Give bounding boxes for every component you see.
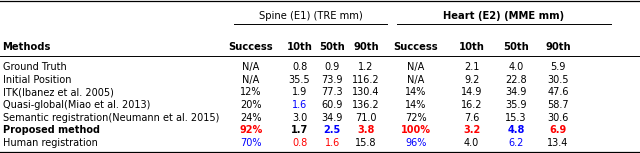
Text: 6.2: 6.2 [508,138,524,148]
Text: 10th: 10th [459,42,484,52]
Text: 60.9: 60.9 [321,100,343,110]
Text: Methods: Methods [3,42,51,52]
Text: N/A: N/A [243,62,259,72]
Text: 100%: 100% [401,125,431,135]
Text: N/A: N/A [243,75,259,85]
Text: 90th: 90th [353,42,379,52]
Text: 35.5: 35.5 [289,75,310,85]
Text: 136.2: 136.2 [352,100,380,110]
Text: 73.9: 73.9 [321,75,343,85]
Text: 77.3: 77.3 [321,87,343,97]
Text: ITK(Ibanez et al. 2005): ITK(Ibanez et al. 2005) [3,87,113,97]
Text: 30.5: 30.5 [547,75,569,85]
Text: 35.9: 35.9 [505,100,527,110]
Text: 24%: 24% [240,112,262,123]
Text: 14.9: 14.9 [461,87,483,97]
Text: 47.6: 47.6 [547,87,569,97]
Text: 50th: 50th [503,42,529,52]
Text: 15.8: 15.8 [355,138,377,148]
Text: N/A: N/A [408,75,424,85]
Text: 9.2: 9.2 [464,75,479,85]
Text: 4.8: 4.8 [507,125,525,135]
Text: 15.3: 15.3 [505,112,527,123]
Text: 1.9: 1.9 [292,87,307,97]
Text: 16.2: 16.2 [461,100,483,110]
Text: 70%: 70% [240,138,262,148]
Text: 0.9: 0.9 [324,62,340,72]
Text: 1.6: 1.6 [324,138,340,148]
Text: 13.4: 13.4 [547,138,569,148]
Text: Spine (E1) (TRE mm): Spine (E1) (TRE mm) [259,11,362,21]
Text: Heart (E2) (MME mm): Heart (E2) (MME mm) [444,11,564,21]
Text: 72%: 72% [405,112,427,123]
Text: 10th: 10th [287,42,312,52]
Text: Proposed method: Proposed method [3,125,100,135]
Text: 130.4: 130.4 [353,87,380,97]
Text: 3.2: 3.2 [463,125,480,135]
Text: 34.9: 34.9 [505,87,527,97]
Text: 22.8: 22.8 [505,75,527,85]
Text: N/A: N/A [408,62,424,72]
Text: 71.0: 71.0 [355,112,377,123]
Text: 90th: 90th [545,42,571,52]
Text: 3.0: 3.0 [292,112,307,123]
Text: Success: Success [394,42,438,52]
Text: 20%: 20% [240,100,262,110]
Text: 116.2: 116.2 [352,75,380,85]
Text: 96%: 96% [405,138,427,148]
Text: 6.9: 6.9 [550,125,566,135]
Text: 7.6: 7.6 [464,112,479,123]
Text: Ground Truth: Ground Truth [3,62,67,72]
Text: 2.5: 2.5 [324,125,340,135]
Text: 30.6: 30.6 [547,112,569,123]
Text: 92%: 92% [239,125,262,135]
Text: 4.0: 4.0 [464,138,479,148]
Text: 5.9: 5.9 [550,62,566,72]
Text: 14%: 14% [405,100,427,110]
Text: 14%: 14% [405,87,427,97]
Text: 1.7: 1.7 [291,125,308,135]
Text: 1.2: 1.2 [358,62,374,72]
Text: Initial Position: Initial Position [3,75,71,85]
Text: 2.1: 2.1 [464,62,479,72]
Text: 50th: 50th [319,42,345,52]
Text: 58.7: 58.7 [547,100,569,110]
Text: 3.8: 3.8 [357,125,375,135]
Text: 34.9: 34.9 [321,112,343,123]
Text: Quasi-global(Miao et al. 2013): Quasi-global(Miao et al. 2013) [3,100,150,110]
Text: 0.8: 0.8 [292,62,307,72]
Text: 12%: 12% [240,87,262,97]
Text: Human registration: Human registration [3,138,97,148]
Text: 0.8: 0.8 [292,138,307,148]
Text: Success: Success [228,42,273,52]
Text: 1.6: 1.6 [292,100,307,110]
Text: Semantic registration(Neumann et al. 2015): Semantic registration(Neumann et al. 201… [3,112,219,123]
Text: 4.0: 4.0 [508,62,524,72]
